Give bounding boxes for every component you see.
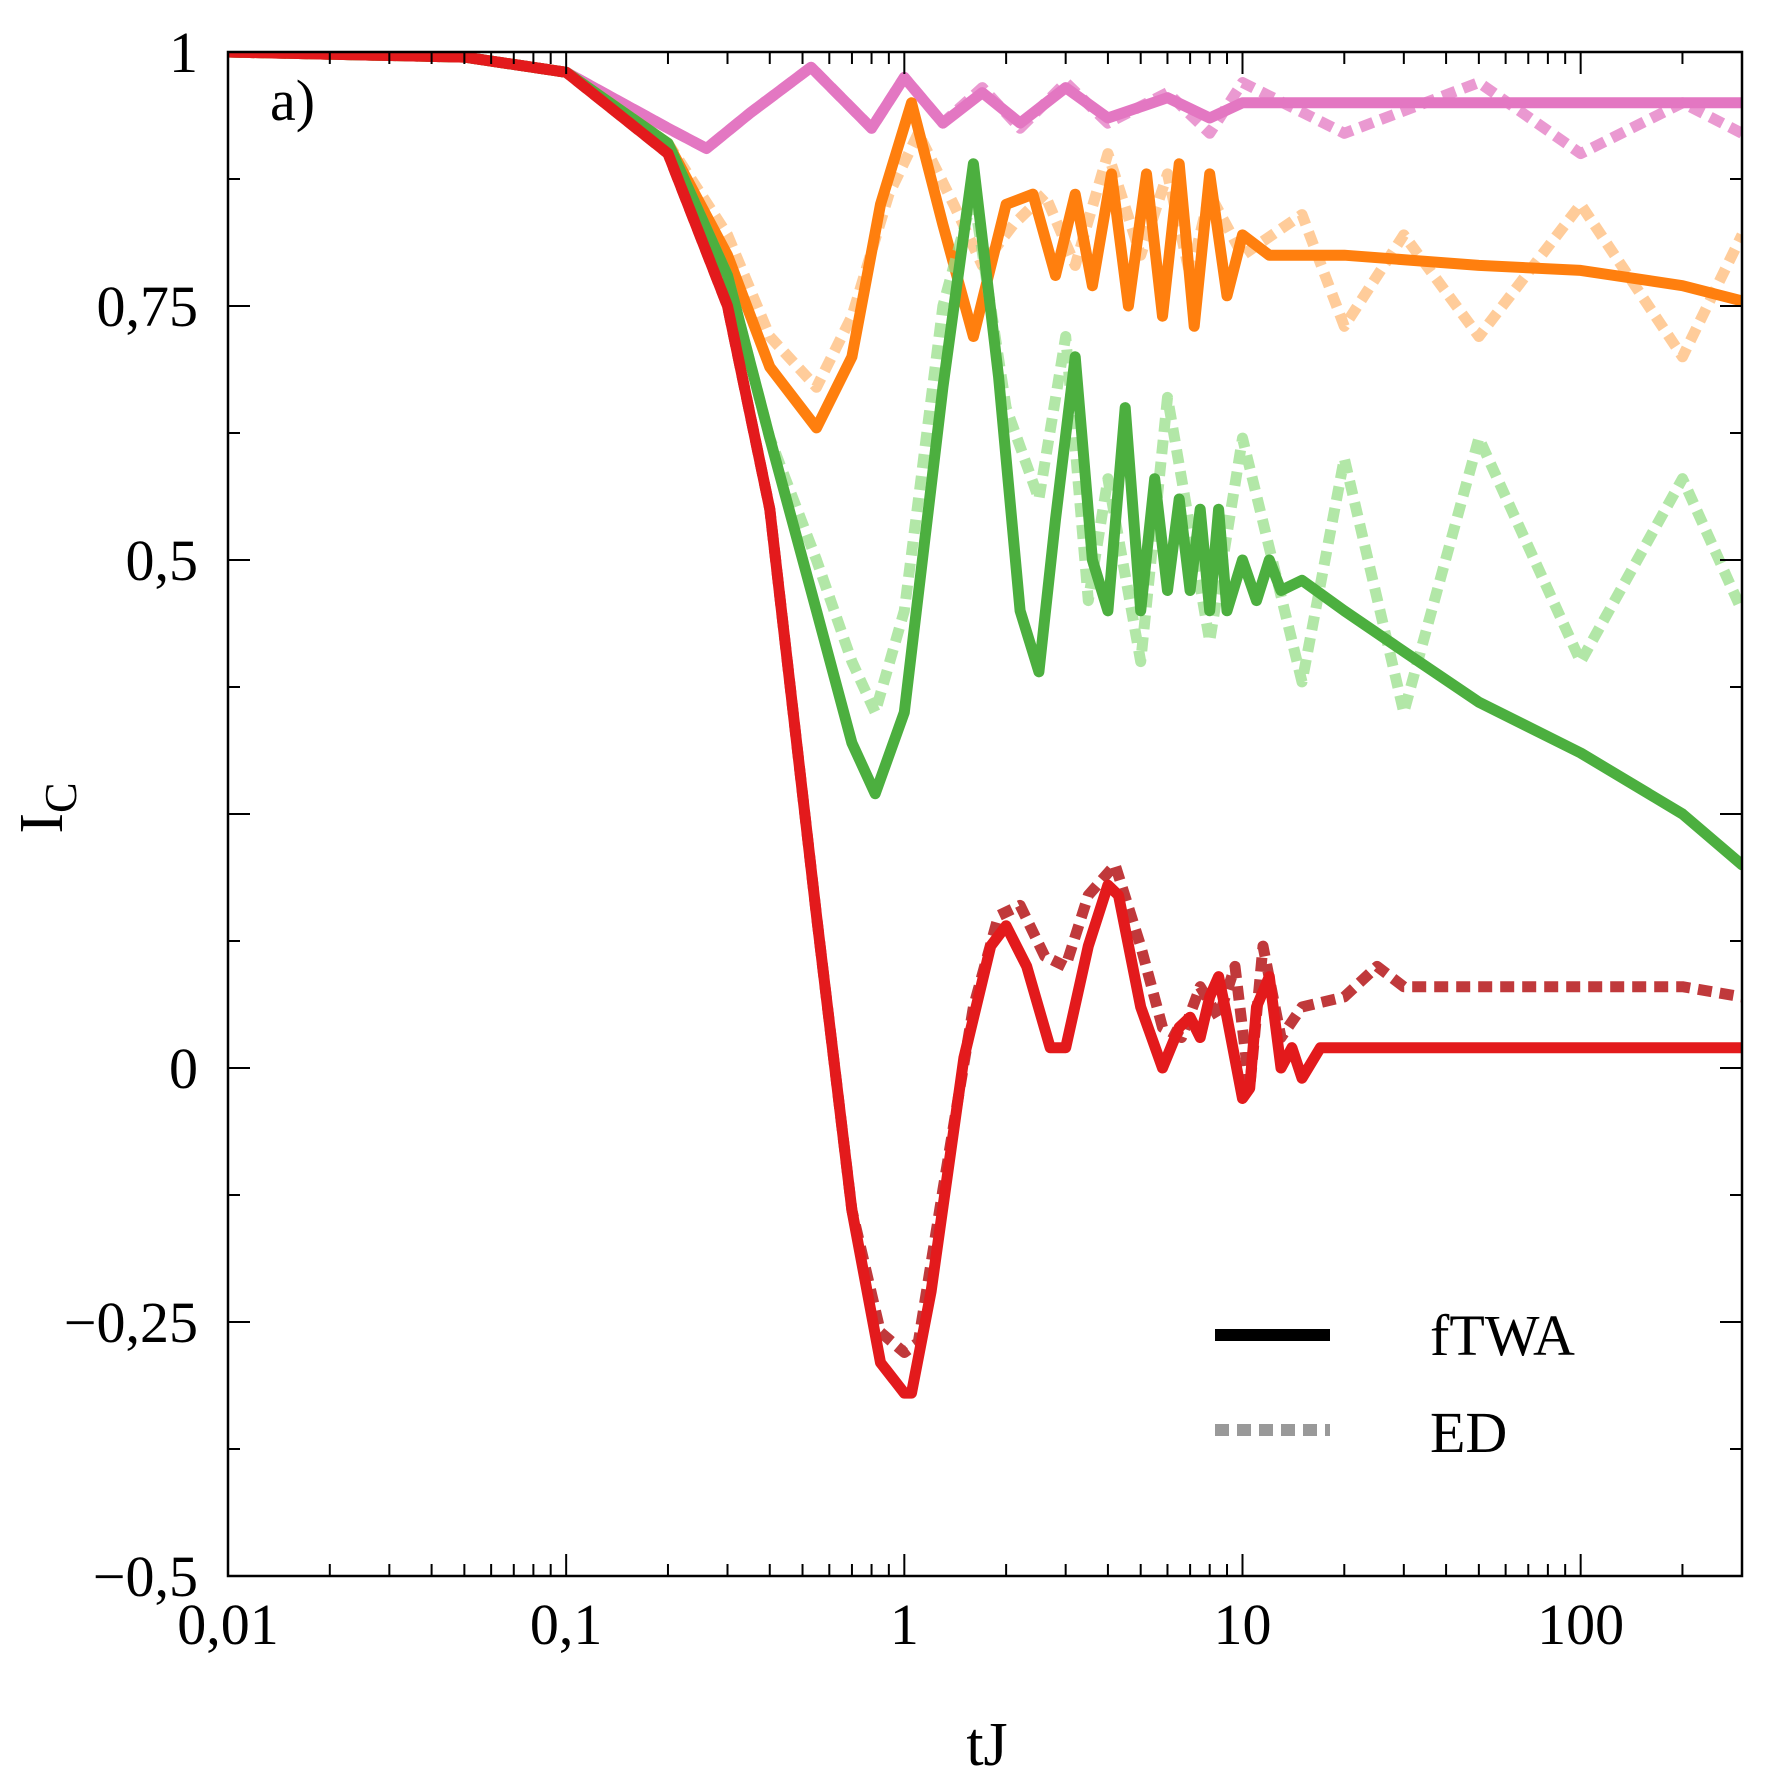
x-tick-label: 0,01 — [177, 1592, 279, 1657]
series-line-ftwa-3 — [228, 52, 1742, 434]
legend-ed-label: ED — [1430, 1400, 1507, 1465]
series-line-ftwa-1 — [228, 52, 1742, 154]
x-tick-label: 1 — [890, 1592, 919, 1657]
x-tick-label: 10 — [1213, 1592, 1271, 1657]
legend: fTWA ED — [1215, 1303, 1575, 1465]
tick-layer: 1 0,75 0,5 0 −0,25 −0,50,01 0,1 1 10 100 — [64, 20, 1743, 1657]
panel-label: a) — [270, 68, 315, 133]
y-tick-label: 0,5 — [126, 528, 199, 593]
y-tick-label: 0,75 — [97, 274, 199, 339]
series-line-ftwa-7 — [228, 52, 1742, 1399]
x-tick-label: 0,1 — [530, 1592, 603, 1657]
y-axis-title: IC — [8, 782, 86, 833]
y-tick-label: 0 — [169, 1036, 198, 1101]
series-line-ed-4 — [228, 52, 1742, 718]
x-axis-title: tJ — [966, 1711, 1007, 1771]
y-tick-label: 1 — [169, 20, 198, 85]
series-line-ftwa-5 — [228, 52, 1742, 871]
y-axis-title-main: I — [8, 813, 76, 834]
y-tick-label: −0,5 — [93, 1544, 198, 1609]
x-tick-label: 100 — [1537, 1592, 1624, 1657]
y-axis-title-sub: C — [35, 782, 86, 813]
series-line-ed-6 — [228, 52, 1742, 1358]
legend-ftwa-label: fTWA — [1430, 1303, 1575, 1368]
series-group — [228, 52, 1742, 1399]
y-tick-label: −0,25 — [64, 1290, 198, 1355]
series-layer — [228, 52, 1742, 1399]
series-line-ed-2 — [228, 52, 1742, 393]
